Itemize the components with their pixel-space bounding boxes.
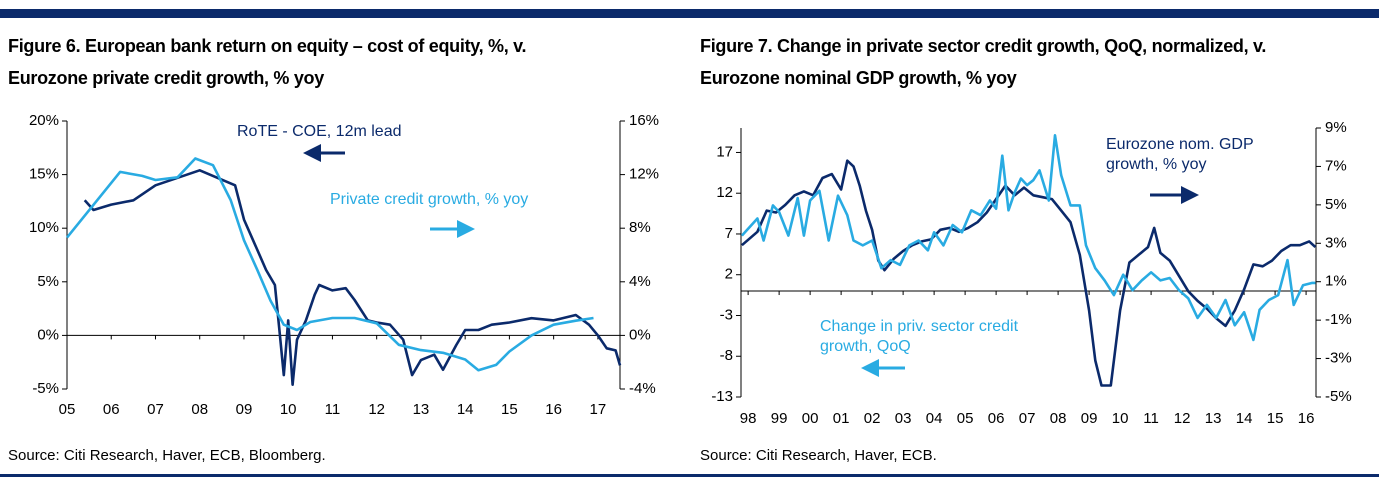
y-tick-label: 2 — [725, 266, 733, 283]
x-tick-label: 15 — [501, 401, 518, 418]
x-tick-label: 11 — [1143, 410, 1159, 427]
y-tick-label: 17 — [716, 143, 733, 160]
y-tick-label: 5% — [37, 273, 59, 290]
title-line: Eurozone nominal GDP growth, % yoy — [700, 68, 1017, 88]
y-tick-label: 7 — [725, 225, 733, 242]
top-bar — [0, 9, 1379, 18]
x-tick-label: 14 — [1236, 410, 1253, 427]
legend-label: Eurozone nom. GDP growth, % yoy — [1106, 136, 1254, 173]
x-tick-label: 10 — [280, 401, 297, 418]
x-tick-label: 12 — [1174, 410, 1191, 427]
y2-tick-label: 16% — [629, 112, 659, 129]
x-tick-label: 06 — [103, 401, 120, 418]
y2-tick-label: 1% — [1325, 273, 1347, 290]
y2-tick-label: -4% — [629, 380, 656, 397]
x-tick-label: 13 — [413, 401, 430, 418]
x-tick-label: 16 — [545, 401, 562, 418]
y2-tick-label: 5% — [1325, 196, 1347, 213]
y2-tick-label: 9% — [1325, 119, 1347, 136]
x-tick-label: 08 — [191, 401, 208, 418]
data-line — [740, 134, 1316, 342]
x-tick-label: 11 — [325, 401, 341, 418]
data-line — [741, 159, 1317, 387]
x-tick-label: 04 — [926, 410, 943, 427]
x-tick-label: 12 — [368, 401, 385, 418]
x-tick-label: 07 — [1019, 410, 1036, 427]
x-tick-label: 09 — [1081, 410, 1098, 427]
y2-tick-label: 0% — [629, 326, 651, 343]
y2-tick-label: 12% — [629, 166, 659, 183]
bottom-bar — [0, 474, 1379, 477]
chart-title: Figure 6. European bank return on equity… — [8, 30, 527, 94]
x-tick-label: 07 — [147, 401, 164, 418]
y-tick-label: -8 — [720, 347, 733, 364]
y2-tick-label: -3% — [1325, 350, 1352, 367]
x-tick-label: 06 — [988, 410, 1005, 427]
x-tick-label: 01 — [833, 410, 850, 427]
x-tick-label: 13 — [1205, 410, 1222, 427]
x-tick-label: 05 — [59, 401, 76, 418]
legend-label: RoTE - COE, 12m lead — [237, 123, 402, 140]
y-tick-label: -13 — [711, 388, 733, 405]
y2-tick-label: 3% — [1325, 234, 1347, 251]
title-line: Figure 6. European bank return on equity… — [8, 36, 527, 56]
x-tick-label: 17 — [590, 401, 607, 418]
y-tick-label: 15% — [29, 166, 59, 183]
x-tick-label: 16 — [1298, 410, 1315, 427]
legend-label: Private credit growth, % yoy — [330, 191, 529, 208]
y2-tick-label: 4% — [629, 273, 651, 290]
y-tick-label: -5% — [32, 380, 59, 397]
x-tick-label: 08 — [1050, 410, 1067, 427]
x-tick-label: 15 — [1267, 410, 1284, 427]
x-tick-label: 03 — [895, 410, 912, 427]
y-tick-label: 12 — [716, 184, 733, 201]
x-tick-label: 14 — [457, 401, 474, 418]
title-line: Eurozone private credit growth, % yoy — [8, 68, 324, 88]
source-note: Source: Citi Research, Haver, ECB. — [700, 447, 937, 464]
y2-tick-label: -5% — [1325, 388, 1352, 405]
source-note: Source: Citi Research, Haver, ECB, Bloom… — [8, 447, 326, 464]
data-line — [65, 157, 594, 372]
x-tick-label: 10 — [1112, 410, 1129, 427]
y-tick-label: 20% — [29, 112, 59, 129]
x-tick-label: 02 — [864, 410, 881, 427]
y-tick-label: 0% — [37, 326, 59, 343]
x-tick-label: 98 — [740, 410, 757, 427]
y-tick-label: -3 — [720, 306, 733, 323]
data-line — [83, 169, 622, 386]
y-tick-label: 10% — [29, 219, 59, 236]
legend-label: Change in priv. sector credit growth, Qo… — [820, 318, 1019, 355]
title-line: Figure 7. Change in private sector credi… — [700, 36, 1267, 56]
y2-tick-label: -1% — [1325, 311, 1352, 328]
chart-title: Figure 7. Change in private sector credi… — [700, 30, 1266, 94]
x-tick-label: 00 — [802, 410, 819, 427]
y2-tick-label: 8% — [629, 219, 651, 236]
x-tick-label: 09 — [236, 401, 253, 418]
y2-tick-label: 7% — [1325, 157, 1347, 174]
x-tick-label: 99 — [771, 410, 788, 427]
x-tick-label: 05 — [957, 410, 974, 427]
